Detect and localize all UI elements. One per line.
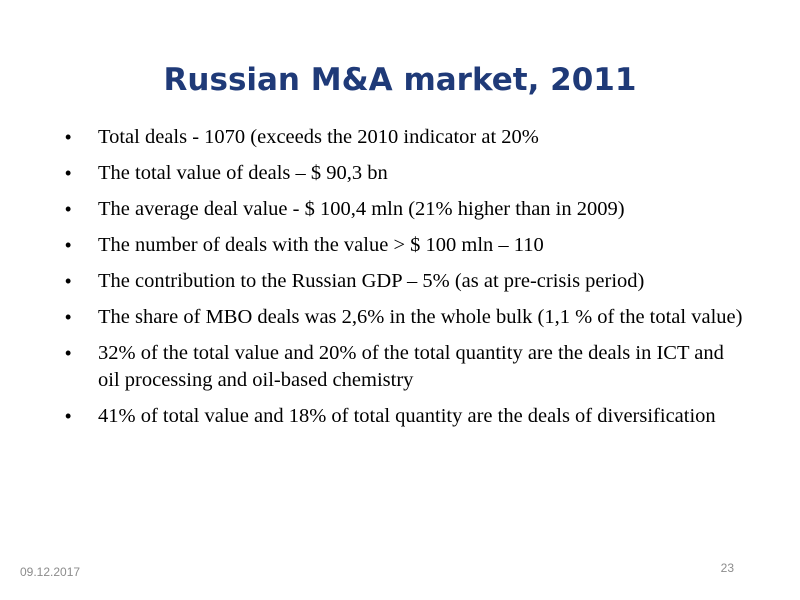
bullet-marker: • [65, 271, 72, 291]
bullet-text: The contribution to the Russian GDP – 5%… [98, 270, 645, 292]
bullet-text: Total deals - 1070 (exceeds the 2010 ind… [98, 126, 539, 148]
footer-date: 09.12.2017 [20, 565, 81, 579]
bullet-marker: • [65, 235, 72, 255]
bullet-text: The share of MBO deals was 2,6% in the w… [98, 306, 743, 328]
page-number: 23 [720, 561, 734, 575]
bullet-marker: • [65, 127, 72, 147]
bullet-marker: • [65, 163, 72, 183]
bullet-marker: • [65, 343, 72, 363]
bullet-item: • The average deal value - $ 100,4 mln (… [65, 196, 745, 223]
bullet-text: The total value of deals – $ 90,3 bn [98, 162, 388, 184]
bullet-item: • 41% of total value and 18% of total qu… [65, 403, 745, 430]
bullet-text: The average deal value - $ 100,4 mln (21… [98, 198, 625, 220]
bullet-item: • The total value of deals – $ 90,3 bn [65, 160, 745, 187]
bullet-marker: • [65, 199, 72, 219]
slide-title: Russian M&A market, 2011 [163, 62, 637, 98]
bullet-text: 41% of total value and 18% of total quan… [98, 405, 716, 427]
bullet-list: • Total deals - 1070 (exceeds the 2010 i… [65, 124, 745, 439]
bullet-item: • 32% of the total value and 20% of the … [65, 340, 745, 394]
bullet-item: • Total deals - 1070 (exceeds the 2010 i… [65, 124, 745, 151]
bullet-item: • The number of deals with the value > $… [65, 232, 745, 259]
bullet-item: • The contribution to the Russian GDP – … [65, 268, 745, 295]
bullet-item: • The share of MBO deals was 2,6% in the… [65, 304, 745, 331]
bullet-marker: • [65, 307, 72, 327]
bullet-text: The number of deals with the value > $ 1… [98, 234, 544, 256]
bullet-text: 32% of the total value and 20% of the to… [98, 342, 724, 391]
bullet-marker: • [65, 406, 72, 426]
